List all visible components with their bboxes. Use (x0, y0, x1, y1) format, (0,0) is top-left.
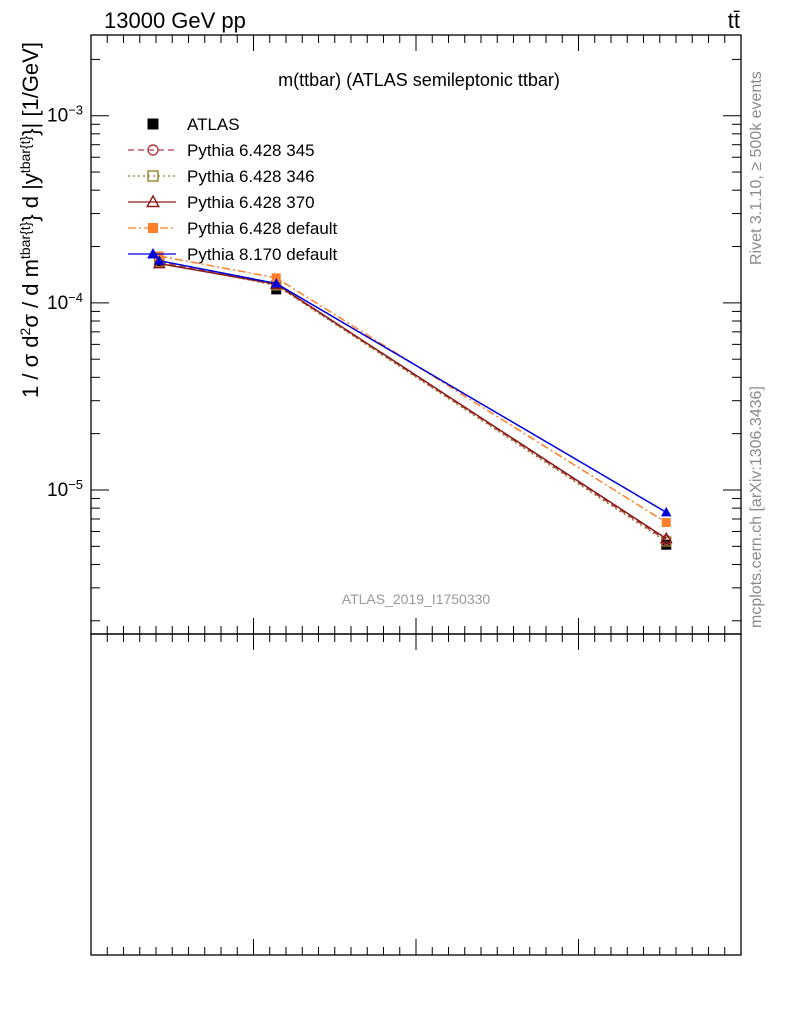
legend-marker (146, 194, 160, 208)
y-axis-ticks: 10−3 10−4 10−5 (47, 58, 741, 622)
series-pythia-6-428-default (154, 251, 671, 528)
plot-title: m(ttbar) (ATLAS semileptonic ttbar) (278, 70, 560, 90)
legend-marker (147, 118, 159, 130)
process-label: tt̄ (728, 8, 740, 33)
legend-label: Pythia 6.428 default (187, 219, 338, 238)
legend-entry: Pythia 6.428 default (128, 219, 338, 238)
y-tick-label: 10−3 (47, 102, 83, 127)
legend-label: Pythia 6.428 346 (187, 167, 315, 186)
data-point (271, 273, 281, 283)
legend-entry: Pythia 8.170 default (128, 245, 338, 264)
y-axis-label: 1 / σ d2σ / d mtbar{t}} d |ytbar{t}}| [1… (17, 42, 43, 398)
legend-entry: ATLAS (147, 115, 240, 134)
y-tick-label: 10−5 (47, 476, 83, 501)
data-point (661, 506, 672, 517)
legend-label: ATLAS (187, 115, 240, 134)
series-line (159, 262, 667, 540)
data-point (154, 255, 165, 265)
series-layer (152, 251, 673, 550)
series-line (159, 261, 667, 541)
legend-label: Pythia 6.428 345 (187, 141, 315, 160)
legend-label: Pythia 8.170 default (187, 245, 338, 264)
source-label: mcplots.cern.ch [arXiv:1306.3436] (748, 386, 765, 628)
series-line (159, 255, 667, 524)
legend-entry: Pythia 6.428 346 (128, 167, 315, 186)
legend: ATLAS Pythia 6.428 345 Pythia 6.428 346 Pyt… (128, 115, 338, 264)
series-pythia-8-170-default (154, 255, 672, 517)
series-pythia-6-428-346 (154, 256, 672, 547)
legend-marker (147, 248, 159, 259)
y-tick-label: 10−4 (47, 289, 83, 314)
analysis-watermark: ATLAS_2019_I1750330 (342, 591, 491, 607)
series-pythia-6-428-345 (154, 256, 672, 546)
series-atlas (154, 257, 672, 550)
series-line (159, 259, 667, 513)
data-point (271, 278, 282, 288)
legend-label: Pythia 6.428 370 (187, 193, 315, 212)
legend-marker (148, 223, 158, 233)
rivet-label: Rivet 3.1.10, ≥ 500k events (748, 71, 765, 265)
data-point (659, 531, 673, 544)
data-point (661, 518, 671, 528)
legend-entry: Pythia 6.428 345 (128, 141, 315, 160)
legend-marker (147, 170, 159, 182)
series-line (159, 261, 667, 543)
x-axis-ticks (90, 35, 742, 955)
legend-marker (147, 144, 159, 156)
ratio-plot-frame (90, 633, 742, 956)
series-pythia-6-428-370 (152, 256, 673, 544)
energy-label: 13000 GeV pp (104, 8, 246, 33)
legend-entry: Pythia 6.428 370 (128, 193, 315, 212)
